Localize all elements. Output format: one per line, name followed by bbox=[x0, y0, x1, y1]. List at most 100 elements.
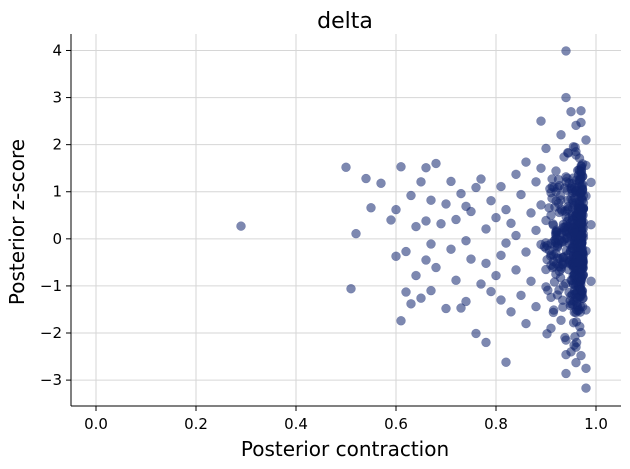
data-points bbox=[236, 46, 596, 393]
y-tick-label: 2 bbox=[52, 136, 62, 154]
data-point bbox=[431, 262, 441, 273]
data-point bbox=[541, 143, 551, 154]
data-point bbox=[576, 117, 586, 128]
data-point bbox=[576, 106, 586, 116]
data-point bbox=[542, 329, 552, 339]
data-point bbox=[506, 218, 516, 229]
data-point bbox=[561, 92, 571, 103]
data-point bbox=[516, 290, 526, 301]
data-point bbox=[416, 293, 426, 303]
data-point bbox=[559, 152, 569, 162]
data-point bbox=[549, 305, 559, 315]
data-point bbox=[396, 316, 406, 326]
data-point bbox=[546, 292, 556, 303]
y-ticks: −3 −2 −1 0 1 2 3 4 bbox=[40, 41, 71, 389]
data-point bbox=[446, 176, 456, 187]
data-point bbox=[578, 197, 589, 208]
data-point bbox=[526, 276, 536, 286]
x-tick-label: 0.0 bbox=[84, 415, 108, 433]
data-point bbox=[521, 157, 531, 167]
data-point bbox=[548, 220, 559, 230]
data-point bbox=[501, 238, 511, 248]
data-point bbox=[566, 106, 576, 117]
x-tick-label: 0.8 bbox=[484, 415, 508, 433]
y-tick-label: 0 bbox=[52, 230, 62, 248]
data-point bbox=[521, 247, 531, 257]
data-point bbox=[556, 130, 566, 140]
x-tick-label: 0.6 bbox=[384, 415, 408, 433]
data-point bbox=[531, 301, 541, 312]
data-point bbox=[575, 166, 585, 176]
data-point bbox=[461, 296, 471, 307]
x-ticks: 0.0 0.2 0.4 0.6 0.8 1.0 bbox=[84, 406, 608, 433]
data-point bbox=[431, 158, 441, 169]
data-point bbox=[421, 216, 431, 226]
data-point bbox=[501, 357, 511, 367]
data-point bbox=[561, 46, 571, 56]
data-point bbox=[554, 207, 565, 218]
data-point bbox=[451, 214, 461, 225]
data-point bbox=[561, 177, 572, 187]
x-tick-label: 0.2 bbox=[184, 415, 208, 433]
data-point bbox=[531, 225, 541, 236]
data-point bbox=[481, 224, 491, 234]
data-point bbox=[511, 169, 521, 180]
y-tick-label: 3 bbox=[52, 89, 62, 107]
data-point bbox=[426, 285, 436, 296]
data-point bbox=[559, 225, 570, 236]
data-point bbox=[376, 178, 386, 189]
data-point bbox=[461, 235, 471, 246]
data-point bbox=[575, 321, 585, 332]
data-point bbox=[351, 228, 361, 239]
data-point bbox=[406, 299, 416, 309]
data-point bbox=[466, 254, 476, 264]
data-point bbox=[476, 174, 486, 184]
data-point bbox=[471, 328, 481, 339]
data-point bbox=[557, 295, 568, 305]
data-point bbox=[558, 253, 568, 263]
data-point bbox=[446, 244, 456, 254]
data-point bbox=[547, 174, 557, 184]
data-point bbox=[481, 258, 491, 269]
data-point bbox=[236, 221, 246, 231]
data-point bbox=[391, 251, 401, 262]
data-point bbox=[586, 177, 596, 188]
data-point bbox=[456, 303, 466, 313]
data-point bbox=[486, 195, 496, 206]
data-point bbox=[576, 285, 586, 295]
x-tick-label: 1.0 bbox=[584, 415, 608, 433]
data-point bbox=[441, 303, 451, 314]
data-point bbox=[366, 203, 376, 213]
data-point bbox=[511, 230, 521, 241]
data-point bbox=[521, 318, 531, 329]
data-point bbox=[396, 162, 406, 172]
data-point bbox=[391, 204, 401, 215]
data-point bbox=[411, 221, 421, 232]
data-point bbox=[531, 177, 541, 187]
data-point bbox=[526, 208, 536, 218]
data-point bbox=[576, 276, 586, 287]
data-point bbox=[456, 188, 466, 199]
data-point bbox=[569, 340, 579, 350]
data-point bbox=[361, 173, 371, 184]
data-point bbox=[573, 257, 583, 267]
y-axis-label: Posterior z-score bbox=[5, 139, 29, 305]
data-point bbox=[426, 239, 436, 249]
data-point bbox=[491, 212, 501, 223]
data-point bbox=[451, 275, 461, 286]
data-point bbox=[401, 246, 411, 257]
data-point bbox=[581, 363, 591, 374]
data-point bbox=[571, 146, 581, 157]
axes bbox=[70, 34, 621, 407]
data-point bbox=[471, 182, 481, 193]
data-point bbox=[421, 162, 431, 173]
data-point bbox=[536, 200, 546, 210]
data-point bbox=[541, 264, 551, 275]
data-point bbox=[577, 185, 588, 196]
data-point bbox=[581, 383, 591, 393]
data-point bbox=[516, 189, 526, 200]
data-point bbox=[501, 204, 511, 215]
data-point bbox=[551, 166, 561, 176]
data-point bbox=[466, 206, 476, 217]
